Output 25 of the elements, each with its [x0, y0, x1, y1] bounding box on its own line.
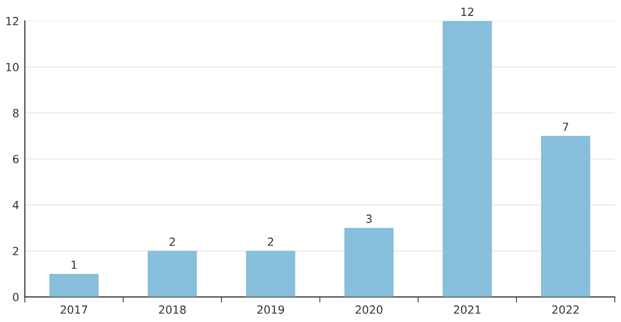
data-label: 2	[268, 238, 274, 246]
x-tick-label: 2017	[60, 305, 88, 314]
bar	[541, 136, 590, 297]
bar	[344, 228, 394, 297]
data-label: 12	[461, 8, 474, 16]
y-tick-label: 0	[12, 292, 19, 302]
x-tick-label: 2018	[159, 305, 186, 314]
y-tick-label: 6	[12, 154, 19, 164]
x-tick-label: 2021	[454, 305, 480, 314]
bar	[49, 274, 99, 297]
data-label: 2	[170, 238, 175, 246]
y-tick-label: 10	[6, 62, 19, 72]
x-tick-label: 2020	[356, 305, 382, 314]
data-label: 3	[366, 214, 372, 223]
y-tick-label: 2	[13, 246, 18, 256]
bar	[246, 250, 296, 297]
data-label: 7	[563, 122, 568, 131]
x-tick-label: 2022	[552, 305, 579, 314]
bar	[442, 20, 492, 297]
data-label: 1	[72, 260, 77, 269]
y-tick-label: 12	[6, 16, 18, 26]
y-tick-label: 4	[12, 201, 19, 210]
y-tick-label: 8	[12, 108, 19, 118]
x-tick-label: 2019	[257, 305, 284, 314]
bar	[148, 250, 197, 297]
